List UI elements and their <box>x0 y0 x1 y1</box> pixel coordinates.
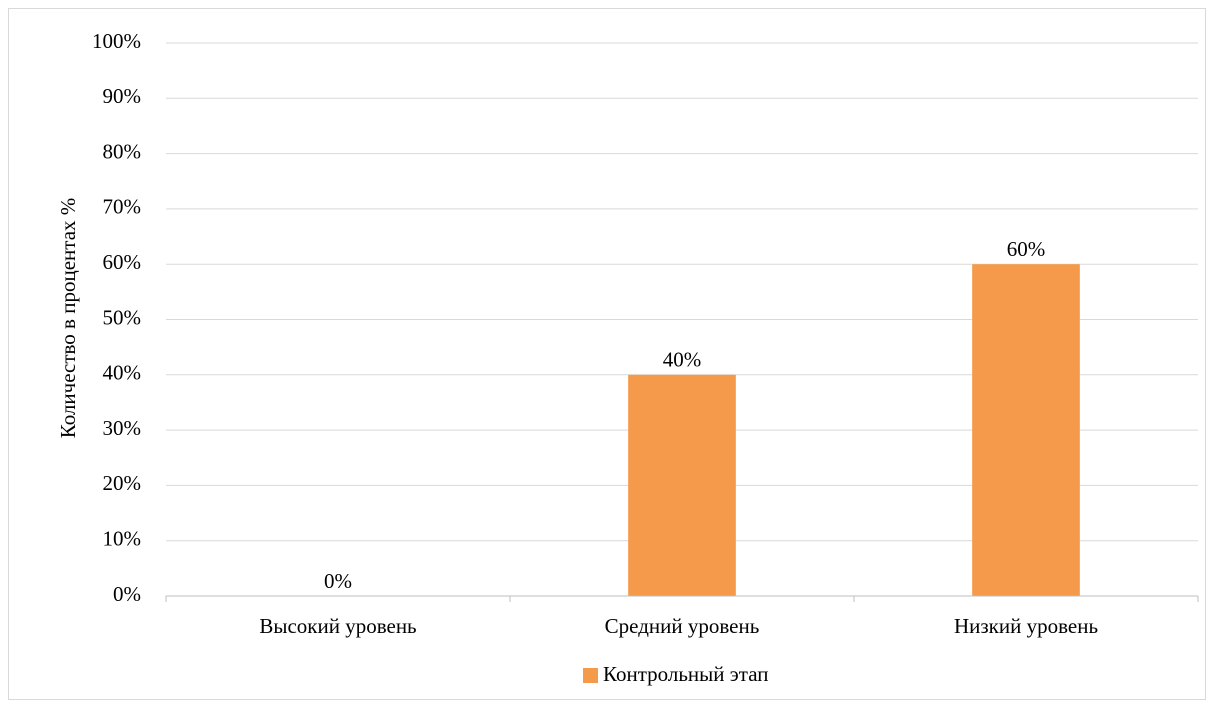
y-tick-label: 10% <box>103 527 142 551</box>
y-tick-label: 80% <box>103 139 142 163</box>
y-tick-label: 60% <box>103 250 142 274</box>
x-category-label: Средний уровень <box>605 614 760 638</box>
y-tick-label: 70% <box>103 195 142 219</box>
y-tick-label: 20% <box>103 471 142 495</box>
bar <box>628 374 736 596</box>
y-tick-label: 30% <box>103 416 142 440</box>
data-labels: 0% 40% 60% <box>324 237 1045 593</box>
y-tick-label: 0% <box>113 582 141 606</box>
x-axis <box>165 595 1199 602</box>
x-axis-categories: Высокий уровень Средний уровень Низкий уро… <box>259 614 1098 638</box>
bars <box>628 264 1080 596</box>
y-axis-title: Количество в процентах % <box>56 198 80 439</box>
legend-swatch <box>583 668 598 683</box>
x-category-label: Низкий уровень <box>954 614 1098 638</box>
y-tick-label: 50% <box>103 305 142 329</box>
y-axis-ticks: 0% 10% 20% 30% 40% 50% 60% 70% 80% 90% 100% <box>92 29 141 606</box>
bar-data-label: 60% <box>1007 237 1046 261</box>
legend-label: Контрольный этап <box>603 662 768 686</box>
bar-data-label: 0% <box>324 569 352 593</box>
bar-data-label: 40% <box>663 348 702 372</box>
bar <box>972 264 1080 596</box>
y-tick-label: 100% <box>92 29 141 53</box>
x-category-label: Высокий уровень <box>259 614 416 638</box>
legend: Контрольный этап <box>583 662 768 686</box>
y-tick-label: 40% <box>103 361 142 385</box>
y-tick-label: 90% <box>103 84 142 108</box>
